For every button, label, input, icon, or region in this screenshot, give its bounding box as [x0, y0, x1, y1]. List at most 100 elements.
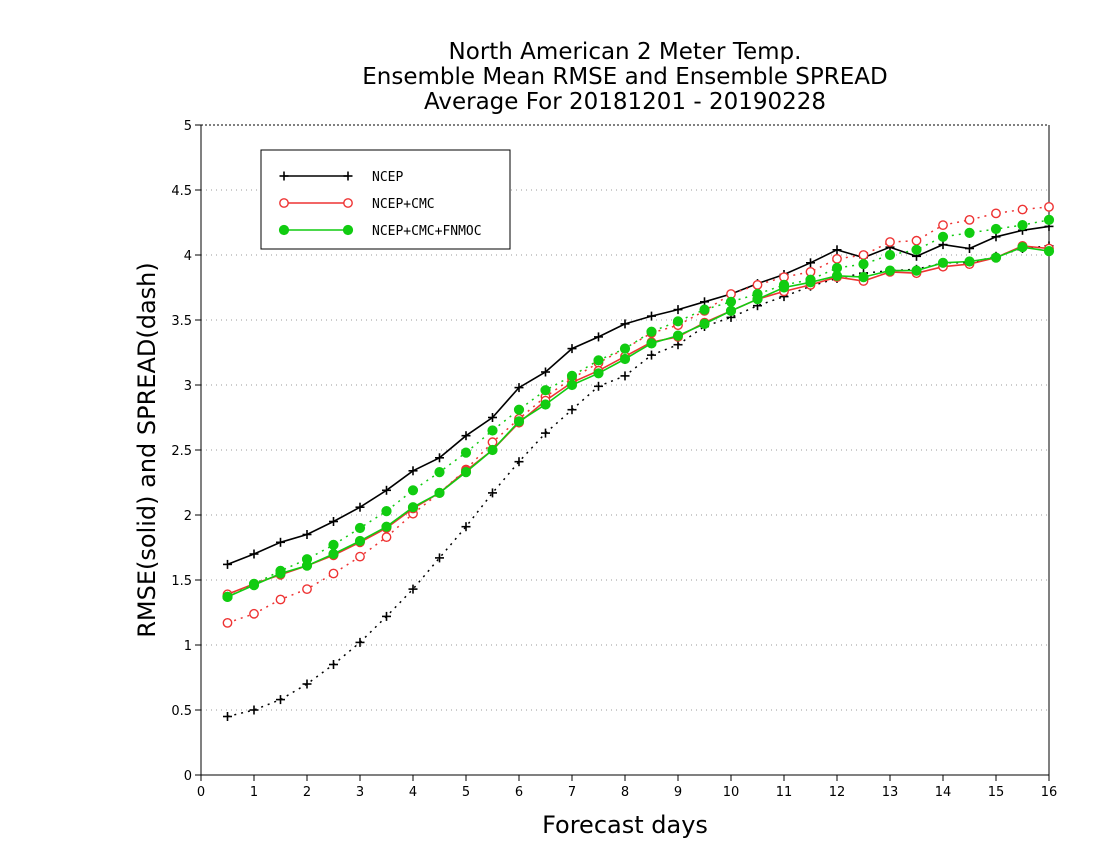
data-point-ncep-cmc-fnmoc-rmse — [911, 265, 922, 276]
data-point-ncep-cmc-fnmoc-spread — [911, 244, 922, 255]
data-point-ncep-rmse — [435, 453, 444, 463]
data-point-ncep-cmc-fnmoc-spread — [937, 231, 949, 242]
data-point-ncep-cmc-fnmoc-spread — [990, 223, 1002, 235]
series-ncep-cmc-fnmoc-rmse — [222, 242, 1055, 603]
legend-label: NCEP+CMC+FNMOC — [372, 224, 482, 239]
chart-title: North American 2 Meter Temp. Ensemble Me… — [362, 39, 887, 115]
y-tick-label: 3.5 — [171, 314, 192, 329]
x-tick-label: 8 — [621, 785, 629, 800]
series-line-ncep-cmc-rmse — [227, 245, 1050, 596]
data-point-ncep-cmc-fnmoc-rmse — [460, 467, 472, 478]
legend-marker — [342, 224, 354, 236]
data-point-ncep-rmse — [594, 332, 603, 342]
x-tick-label: 0 — [197, 785, 205, 800]
data-point-ncep-cmc-fnmoc-rmse — [593, 368, 604, 379]
x-tick-label: 12 — [829, 785, 846, 800]
gridlines — [201, 124, 1049, 711]
data-point-ncep-spread — [567, 405, 577, 415]
data-point-ncep-spread — [329, 660, 338, 669]
data-point-ncep-cmc-fnmoc-rmse — [619, 353, 631, 365]
series-ncep-spread — [223, 241, 1054, 721]
legend: NCEP NCEP+CMC NCEP+CMC+FNMOC — [260, 149, 511, 250]
data-point-ncep-cmc-fnmoc-spread — [1043, 214, 1055, 225]
data-point-ncep-cmc-spread — [964, 214, 975, 225]
data-point-ncep-cmc-spread — [858, 250, 869, 260]
series-line-ncep-cmc-fnmoc-rmse — [227, 246, 1050, 598]
data-point-ncep-cmc-fnmoc-rmse — [937, 257, 949, 268]
data-point-ncep-cmc-fnmoc-rmse — [752, 294, 763, 305]
x-tick-label: 10 — [723, 785, 740, 800]
data-point-ncep-rmse — [965, 244, 974, 253]
x-tick-label: 9 — [674, 785, 682, 800]
data-point-ncep-cmc-fnmoc-rmse — [858, 272, 869, 283]
data-point-ncep-cmc-fnmoc-spread — [858, 259, 869, 270]
data-point-ncep-cmc-fnmoc-rmse — [248, 580, 260, 591]
data-point-ncep-rmse — [806, 258, 815, 268]
data-point-ncep-cmc-fnmoc-spread — [619, 343, 631, 354]
data-point-ncep-cmc-fnmoc-rmse — [646, 338, 657, 349]
y-tick-label: 3 — [184, 379, 192, 394]
data-point-ncep-cmc-fnmoc-rmse — [275, 568, 286, 579]
data-point-ncep-cmc-fnmoc-spread — [725, 296, 737, 307]
data-point-ncep-cmc-fnmoc-rmse — [672, 330, 684, 341]
data-point-ncep-spread — [594, 381, 603, 391]
legend-label: NCEP+CMC — [372, 197, 435, 212]
data-point-ncep-spread — [249, 705, 259, 715]
data-point-ncep-rmse — [329, 517, 338, 526]
data-point-ncep-cmc-fnmoc-rmse — [964, 256, 975, 267]
data-point-ncep-rmse — [382, 485, 391, 495]
data-point-ncep-cmc-fnmoc-spread — [964, 227, 975, 238]
data-point-ncep-cmc-fnmoc-spread — [540, 385, 551, 396]
data-point-ncep-cmc-spread — [275, 594, 286, 605]
data-point-ncep-cmc-spread — [355, 551, 365, 562]
x-tick-label: 11 — [776, 785, 793, 800]
data-point-ncep-cmc-spread — [832, 253, 842, 264]
data-point-ncep-cmc-spread — [938, 220, 948, 231]
series-ncep-cmc-fnmoc-spread — [222, 214, 1055, 603]
data-point-ncep-cmc-fnmoc-spread — [460, 447, 472, 458]
chart-title-line-2: Ensemble Mean RMSE and Ensemble SPREAD — [362, 64, 887, 90]
data-point-ncep-cmc-spread — [222, 618, 233, 628]
data-point-ncep-cmc-spread — [911, 235, 922, 246]
x-axis-label: Forecast days — [542, 811, 708, 839]
data-point-ncep-spread — [461, 522, 471, 532]
x-tick-label: 5 — [462, 785, 470, 800]
legend-item-ncep-cmc-fnmoc: NCEP+CMC+FNMOC — [278, 224, 482, 239]
data-point-ncep-cmc-fnmoc-rmse — [540, 399, 551, 410]
data-point-ncep-rmse — [276, 537, 285, 547]
data-point-ncep-rmse — [355, 502, 365, 512]
x-tick-label: 13 — [882, 785, 899, 800]
data-point-ncep-cmc-fnmoc-rmse — [884, 265, 896, 276]
data-point-ncep-cmc-fnmoc-spread — [513, 404, 525, 415]
y-tick-label: 0.5 — [171, 704, 192, 719]
y-tick-label: 4 — [184, 249, 192, 264]
data-point-ncep-cmc-fnmoc-spread — [646, 326, 657, 337]
data-point-ncep-cmc-fnmoc-rmse — [222, 591, 233, 603]
x-tick-label: 3 — [356, 785, 364, 800]
data-point-ncep-spread — [514, 457, 524, 467]
y-axis-label: RMSE(solid) and SPREAD(dash) — [133, 262, 161, 638]
data-point-ncep-cmc-spread — [752, 279, 763, 290]
chart-title-line-1: North American 2 Meter Temp. — [449, 39, 802, 65]
data-point-ncep-cmc-fnmoc-rmse — [778, 282, 790, 293]
data-point-ncep-spread — [302, 679, 312, 689]
legend-marker — [343, 198, 353, 208]
data-point-ncep-cmc-spread — [1044, 201, 1054, 212]
y-tick-label: 2 — [184, 509, 192, 524]
data-point-ncep-rmse — [647, 311, 656, 321]
data-point-ncep-cmc-fnmoc-rmse — [381, 521, 392, 532]
data-point-ncep-cmc-fnmoc-spread — [566, 370, 578, 381]
data-point-ncep-cmc-fnmoc-spread — [672, 316, 684, 327]
legend-box — [260, 149, 511, 250]
x-tick-label: 16 — [1041, 785, 1058, 800]
y-tick-label: 1.5 — [171, 574, 192, 589]
series-line-ncep-cmc-spread — [227, 206, 1050, 624]
data-point-ncep-cmc-fnmoc-rmse — [513, 416, 525, 427]
x-tick-label: 2 — [303, 785, 311, 800]
data-point-ncep-cmc-fnmoc-spread — [381, 506, 392, 517]
data-point-ncep-cmc-fnmoc-rmse — [1043, 246, 1055, 257]
chart-title-line-3: Average For 20181201 - 20190228 — [424, 89, 826, 115]
y-tick-label: 4.5 — [171, 184, 192, 199]
data-point-ncep-rmse — [488, 413, 497, 422]
data-point-ncep-spread — [223, 712, 232, 721]
